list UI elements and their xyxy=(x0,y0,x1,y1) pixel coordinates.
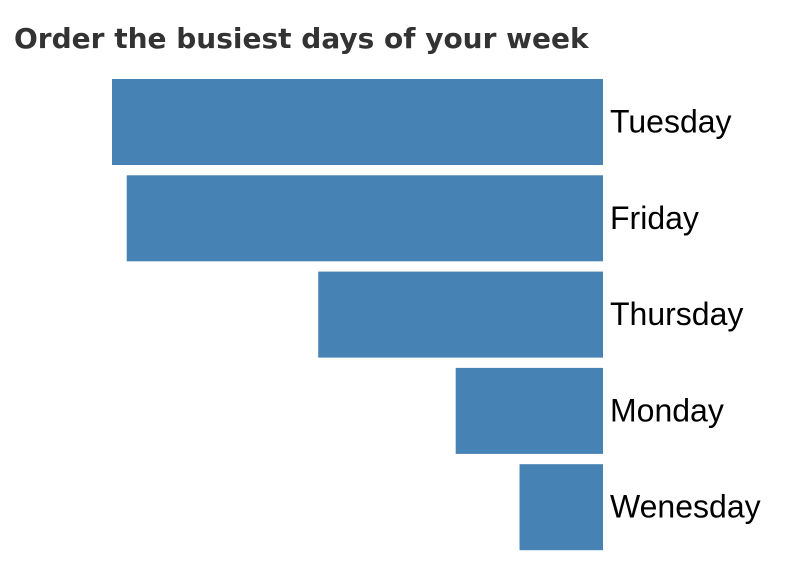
bar xyxy=(318,271,603,358)
bar xyxy=(112,79,603,165)
category-label: Tuesday xyxy=(610,103,732,139)
bar xyxy=(126,175,603,262)
bar xyxy=(519,464,603,551)
chart-title: Order the busiest days of your week xyxy=(14,22,590,55)
category-label: Monday xyxy=(610,392,724,428)
category-label: Friday xyxy=(610,200,699,236)
bar xyxy=(455,367,603,454)
category-label: Wenesday xyxy=(610,489,761,525)
category-label: Thursday xyxy=(610,296,743,332)
